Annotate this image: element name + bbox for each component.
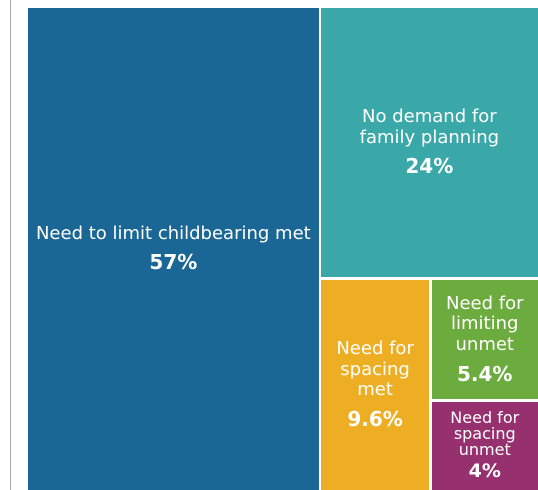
tile-value: 4% xyxy=(468,460,501,483)
tile: Need for limiting unmet 5.4% xyxy=(431,280,538,400)
tile-label: Need for limiting unmet xyxy=(445,292,524,356)
tile-label: Need for spacing met xyxy=(336,337,414,401)
tile-label: No demand for family planning xyxy=(359,105,500,148)
tile-label: Need for spacing unmet xyxy=(450,408,520,460)
frame-line xyxy=(10,0,11,490)
tile-value: 5.4% xyxy=(457,361,513,386)
tile-value: 9.6% xyxy=(347,407,403,432)
tile: Need to limit childbearing met 57% xyxy=(28,8,319,490)
tile: Need for spacing unmet 4% xyxy=(431,402,538,490)
tile-value: 57% xyxy=(149,250,198,275)
tile-label: Need to limit childbearing met xyxy=(35,222,311,244)
tile: Need for spacing met 9.6% xyxy=(320,280,430,490)
tile: No demand for family planning 24% xyxy=(320,8,538,278)
tile-value: 24% xyxy=(405,154,454,179)
